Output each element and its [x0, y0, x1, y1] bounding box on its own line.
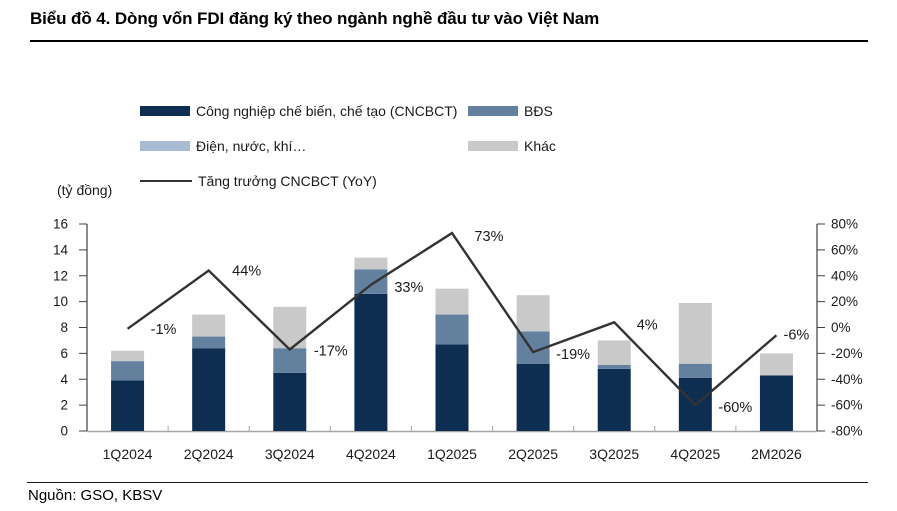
x-axis-label: 3Q2025 [589, 446, 639, 462]
x-axis-label: 2Q2024 [184, 446, 234, 462]
x-axis-label: 2Q2025 [508, 446, 558, 462]
legend-item-cncbct: Công nghiệp chế biến, chế tạo (CNCBCT) [140, 101, 457, 121]
line-data-label: -60% [718, 400, 752, 416]
bar-segment [354, 293, 388, 431]
x-axis-label: 4Q2025 [670, 446, 720, 462]
right-axis-tick-label: 60% [831, 242, 858, 257]
left-axis-tick-label: 4 [60, 372, 68, 387]
source-text: Nguồn: GSO, KBSV [28, 487, 163, 504]
source-divider [27, 482, 868, 483]
x-axis-label: 4Q2024 [346, 446, 396, 462]
left-axis-tick-label: 8 [60, 320, 68, 335]
x-axis-label: 2M2026 [751, 446, 802, 462]
title-divider [30, 40, 868, 42]
bar-segment [111, 361, 145, 381]
line-data-label: -17% [314, 343, 348, 359]
right-axis-tick-label: 0% [831, 320, 851, 335]
legend-label-bds: BĐS [524, 103, 553, 119]
right-axis-tick-label: -40% [831, 372, 863, 387]
legend-item-khac: Khác [468, 136, 556, 156]
bar-segment [597, 365, 631, 369]
bar-segment [759, 375, 793, 431]
line-data-label: -6% [784, 327, 810, 343]
left-axis-tick-label: 16 [53, 217, 68, 232]
bar-segment [435, 288, 469, 315]
bar-segment [759, 353, 793, 376]
bar-segment [516, 363, 550, 431]
bar-segment [273, 348, 307, 373]
bar-segment [597, 340, 631, 366]
right-axis-tick-label: -60% [831, 398, 863, 413]
legend-label-cncbct: Công nghiệp chế biến, chế tạo (CNCBCT) [196, 103, 458, 119]
bar-segment [354, 269, 388, 294]
bar-segment [435, 314, 469, 345]
line-data-label: 33% [394, 280, 423, 296]
x-axis-label: 3Q2024 [265, 446, 315, 462]
line-data-label: -19% [556, 347, 590, 363]
left-axis-tick-label: 6 [60, 346, 68, 361]
left-axis-tick-label: 12 [53, 268, 68, 283]
x-axis-label: 1Q2025 [427, 446, 477, 462]
left-axis-tick-label: 10 [53, 294, 68, 309]
left-axis-tick-label: 14 [53, 242, 69, 257]
bar-segment [678, 363, 712, 378]
bds-swatch-icon [468, 106, 518, 116]
khac-swatch-icon [468, 141, 518, 151]
legend-label-dien: Điện, nước, khí… [196, 138, 307, 154]
bar-segment [678, 302, 712, 364]
growth-line [126, 231, 778, 407]
bar-segment [192, 348, 226, 431]
bar-segment [192, 336, 226, 349]
left-axis-tick-label: 2 [60, 398, 68, 413]
legend-item-bds: BĐS [468, 101, 553, 121]
legend-label-khac: Khác [524, 138, 556, 154]
right-axis-tick-label: -80% [831, 424, 863, 439]
legend-label-growth: Tăng trưởng CNCBCT (YoY) [198, 173, 377, 189]
legend-item-growth-line: Tăng trưởng CNCBCT (YoY) [140, 171, 377, 191]
dien-swatch-icon [140, 141, 190, 151]
bar-segment [273, 306, 307, 349]
line-data-label: 4% [637, 317, 658, 333]
page-title: Biểu đồ 4. Dòng vốn FDI đăng ký theo ngà… [30, 9, 600, 28]
right-axis-tick-label: 80% [831, 217, 858, 232]
right-axis-tick-label: -20% [831, 346, 863, 361]
line-data-label: 73% [474, 229, 503, 245]
left-axis-tick-label: 0 [60, 424, 68, 439]
right-axis-tick-label: 20% [831, 294, 858, 309]
bar-segment [273, 372, 307, 431]
bar-segment [516, 295, 550, 332]
x-axis-label: 1Q2024 [103, 446, 153, 462]
bar-segment [111, 380, 145, 431]
line-data-label: 44% [232, 264, 261, 280]
bar-segment [354, 257, 388, 270]
legend-item-dien-nuoc-khi: Điện, nước, khí… [140, 136, 306, 156]
left-axis-unit-label: (tỷ đồng) [57, 182, 113, 198]
bar-segment [597, 368, 631, 431]
right-axis-tick-label: 40% [831, 268, 858, 283]
line-data-label: -1% [151, 322, 177, 338]
growth-line-swatch-icon [140, 180, 192, 182]
bar-segment [192, 314, 226, 337]
cncbct-swatch-icon [140, 106, 190, 116]
bar-segment [435, 344, 469, 431]
bar-segment [111, 350, 145, 362]
